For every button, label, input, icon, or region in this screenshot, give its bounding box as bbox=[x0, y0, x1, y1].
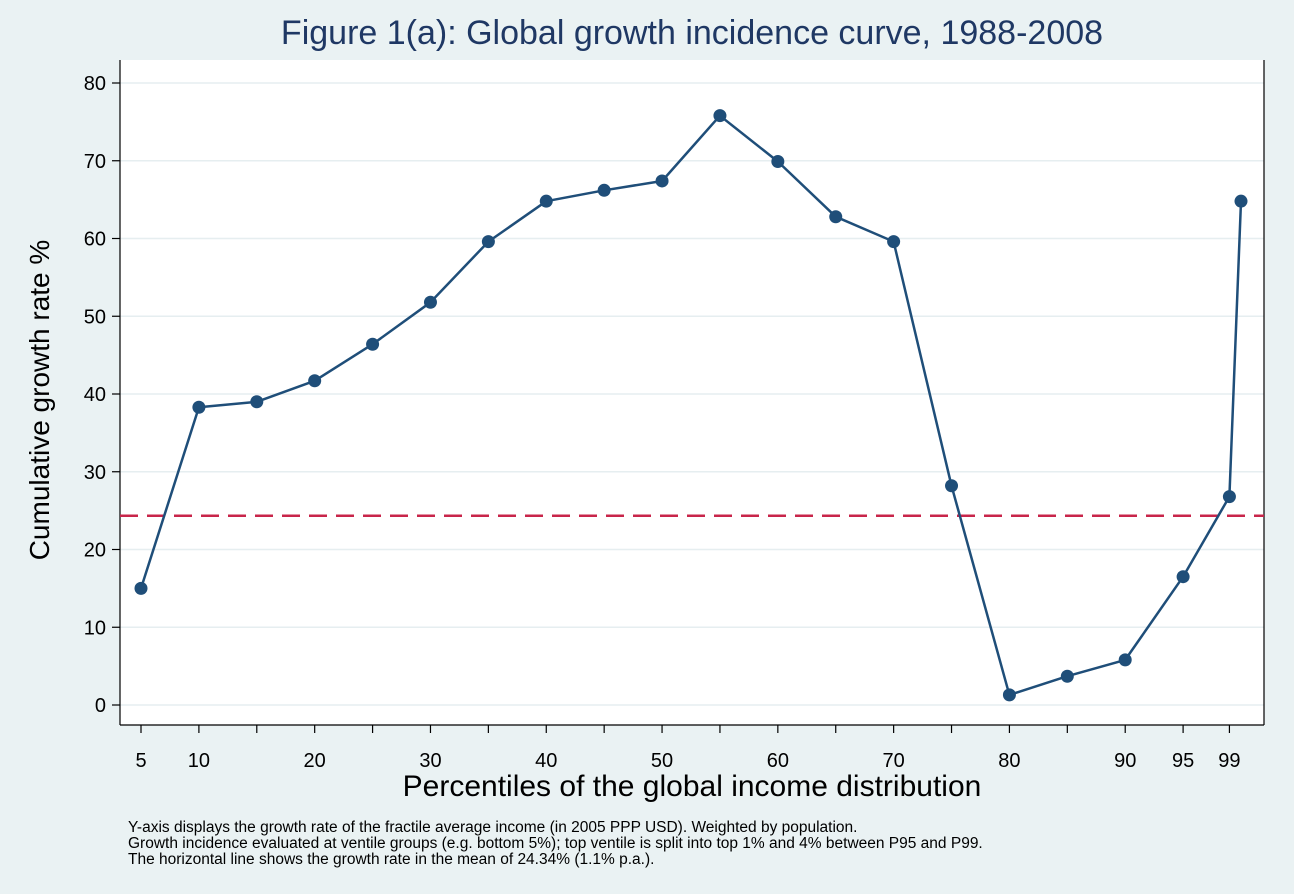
data-point bbox=[250, 395, 264, 409]
data-point bbox=[1118, 653, 1132, 667]
x-tick-label: 60 bbox=[767, 750, 789, 772]
y-axis-label: Cumulative growth rate % bbox=[24, 239, 55, 561]
x-tick-label: 95 bbox=[1172, 750, 1194, 772]
x-tick-label: 30 bbox=[419, 750, 441, 772]
data-point bbox=[655, 174, 669, 188]
data-point bbox=[192, 400, 206, 414]
y-tick-label: 10 bbox=[84, 617, 106, 639]
data-point bbox=[1234, 194, 1248, 208]
y-tick-label: 50 bbox=[84, 306, 106, 328]
x-tick-label: 20 bbox=[304, 750, 326, 772]
data-point bbox=[713, 109, 727, 123]
x-tick-label: 80 bbox=[998, 750, 1020, 772]
y-tick-label: 20 bbox=[84, 540, 106, 562]
x-tick-label: 50 bbox=[651, 750, 673, 772]
data-point bbox=[887, 235, 901, 249]
data-point bbox=[481, 235, 495, 249]
x-tick-label: 10 bbox=[188, 750, 210, 772]
chart-notes: Y-axis displays the growth rate of the f… bbox=[128, 820, 983, 868]
data-point bbox=[945, 479, 959, 493]
x-tick-label: 90 bbox=[1114, 750, 1136, 772]
data-point bbox=[539, 194, 553, 208]
data-point bbox=[134, 581, 148, 595]
x-axis-label: Percentiles of the global income distrib… bbox=[402, 770, 982, 803]
data-point bbox=[1002, 688, 1016, 702]
y-tick-label: 40 bbox=[84, 384, 106, 406]
plot-area bbox=[120, 60, 1264, 725]
y-tick-label: 80 bbox=[84, 73, 106, 95]
note-line-1: Y-axis displays the growth rate of the f… bbox=[128, 819, 858, 836]
data-point bbox=[1222, 490, 1236, 504]
y-tick-label: 30 bbox=[84, 462, 106, 484]
y-tick-label: 70 bbox=[84, 151, 106, 173]
data-point bbox=[366, 337, 380, 351]
data-point bbox=[1060, 669, 1074, 683]
data-point bbox=[308, 374, 322, 388]
note-line-2: Growth incidence evaluated at ventile gr… bbox=[128, 835, 983, 852]
x-tick-label: 40 bbox=[535, 750, 557, 772]
chart-title: Figure 1(a): Global growth incidence cur… bbox=[280, 14, 1104, 52]
x-tick-label: 5 bbox=[135, 750, 146, 772]
data-point bbox=[829, 210, 843, 224]
data-point bbox=[597, 183, 611, 197]
data-point bbox=[1176, 570, 1190, 584]
note-line-3: The horizontal line shows the growth rat… bbox=[128, 851, 655, 868]
data-point bbox=[771, 155, 785, 169]
x-tick-label: 70 bbox=[883, 750, 905, 772]
y-tick-label: 60 bbox=[84, 229, 106, 251]
data-point bbox=[423, 295, 437, 309]
y-tick-label: 0 bbox=[95, 695, 106, 717]
x-tick-label: 99 bbox=[1218, 750, 1240, 772]
